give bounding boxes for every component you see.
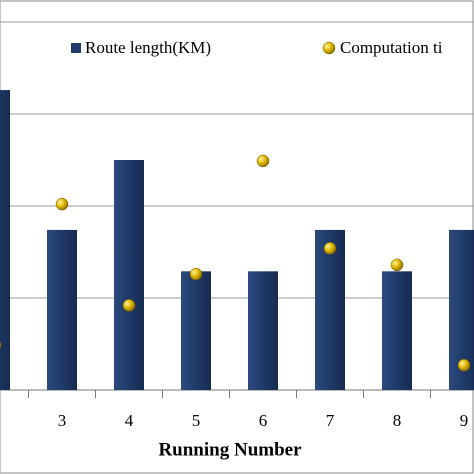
bar [382, 271, 412, 390]
point [390, 258, 404, 272]
legend-swatch [322, 41, 336, 55]
x-tick-label: 6 [259, 411, 268, 430]
bar [47, 229, 77, 390]
point [122, 299, 136, 312]
bar [248, 271, 278, 390]
x-tick-label: 9 [460, 411, 469, 430]
point [323, 242, 337, 255]
bar [181, 271, 211, 390]
x-tick-label: 5 [192, 411, 201, 430]
x-tick-label: 3 [58, 411, 67, 430]
bar [114, 160, 144, 390]
point [457, 358, 471, 372]
x-tick-label: 7 [326, 411, 335, 430]
x-axis-title: Running Number [158, 439, 302, 460]
x-tick-label: 8 [393, 411, 402, 430]
point [189, 267, 203, 281]
point [256, 154, 270, 168]
legend-label: Route length(KM) [85, 38, 211, 57]
point [0, 341, 2, 349]
bar [315, 229, 345, 390]
bar [0, 90, 10, 390]
point [55, 197, 69, 211]
x-tick-label: 4 [125, 411, 134, 430]
legend-swatch [71, 43, 81, 53]
legend-label: Computation ti [340, 38, 443, 57]
